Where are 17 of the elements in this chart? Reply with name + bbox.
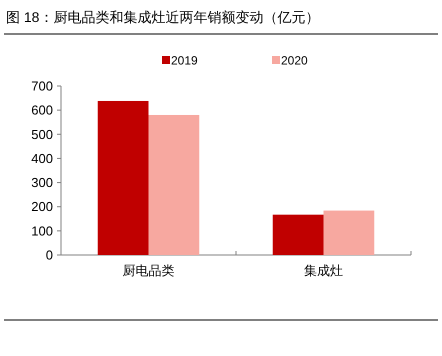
legend-label: 2019 — [171, 54, 198, 68]
bar — [324, 210, 374, 255]
bar — [272, 214, 324, 255]
y-tick-label: 200 — [31, 199, 53, 214]
legend-label: 2020 — [281, 54, 308, 68]
y-tick-label: 300 — [31, 175, 53, 190]
y-tick-label: 600 — [31, 102, 53, 118]
x-tick-label: 厨电品类 — [122, 263, 174, 278]
y-tick-label: 400 — [31, 150, 53, 166]
y-tick-label: 700 — [31, 78, 53, 94]
y-tick-label: 500 — [31, 126, 53, 142]
y-tick-label: 100 — [31, 223, 53, 238]
bar — [98, 100, 148, 255]
bar — [148, 114, 200, 255]
title: 图 18：厨电品类和集成灶近两年销额变动（亿元） — [6, 9, 320, 25]
x-tick-label: 集成灶 — [304, 263, 343, 278]
y-tick-label: 0 — [46, 248, 53, 262]
